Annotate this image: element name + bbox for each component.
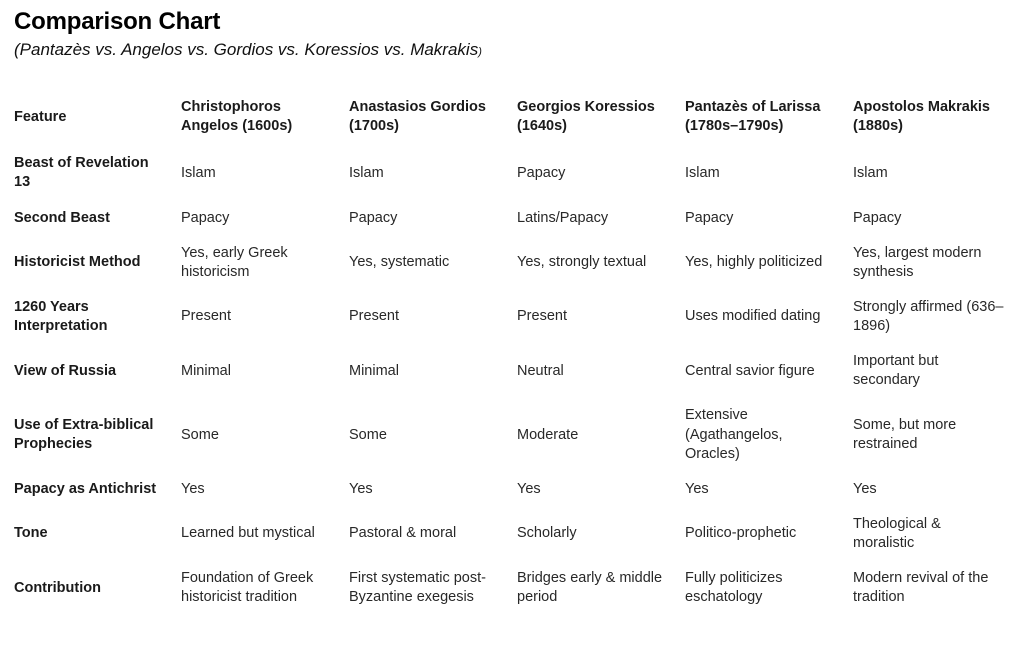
cell-value: Present xyxy=(181,308,231,325)
feature-label: Papacy as Antichrist xyxy=(14,480,157,497)
feature-label: Beast of Revelation 13 xyxy=(14,155,149,191)
cell-value: Some xyxy=(349,426,387,443)
cell-value: Moderate xyxy=(517,426,579,443)
table-row: Papacy as Antichrist Yes Yes Yes Yes Yes xyxy=(14,472,1021,507)
feature-label: Contribution xyxy=(14,579,101,596)
cell-value: Bridges early & middle period xyxy=(517,570,663,606)
cell-value: Present xyxy=(349,308,399,325)
cell-value: Yes, largest modern synthesis xyxy=(853,244,982,280)
subtitle-text: (Pantazès vs. Angelos vs. Gordios vs. Ko… xyxy=(14,39,479,59)
column-header-3: Pantazès of Larissa (1780s–1790s) xyxy=(685,99,821,135)
feature-label: Use of Extra-biblical Prophecies xyxy=(14,416,154,453)
cell-value: Yes, highly politicized xyxy=(685,254,823,271)
cell-value: Fully politicizes eschatology xyxy=(685,570,783,606)
cell-value: Papacy xyxy=(181,209,230,226)
table-row: Contribution Foundation of Greek historic… xyxy=(14,561,1021,615)
cell-value: Pastoral & moral xyxy=(349,525,457,542)
cell-value: Papacy xyxy=(853,209,902,226)
cell-value: Yes xyxy=(181,480,205,497)
page-subtitle: (Pantazès vs. Angelos vs. Gordios vs. Ko… xyxy=(14,39,1019,60)
cell-value: Yes xyxy=(349,480,373,497)
cell-value: Minimal xyxy=(349,362,399,379)
cell-value: Learned but mystical xyxy=(181,525,315,542)
cell-value: Modern revival of the tradition xyxy=(853,570,989,606)
column-header-4: Apostolos Makrakis (1880s) xyxy=(853,99,990,135)
feature-label: Historicist Method xyxy=(14,254,141,271)
column-header-1: Anastasios Gordios (1700s) xyxy=(349,99,486,135)
table-row: Use of Extra-biblical Prophecies Some Some… xyxy=(14,398,1021,471)
page-title: Comparison Chart xyxy=(14,8,221,35)
column-header-2: Georgios Koressios (1640s) xyxy=(517,99,655,135)
cell-value: Minimal xyxy=(181,362,231,379)
cell-value: Scholarly xyxy=(517,525,577,542)
feature-label: View of Russia xyxy=(14,362,117,379)
cell-value: First systematic post-Byzantine exegesis xyxy=(349,570,486,606)
cell-value: Politico-prophetic xyxy=(685,525,797,542)
cell-value: Islam xyxy=(349,164,384,181)
comparison-table: Feature Christophoros Angelos (1600s) Ana… xyxy=(14,88,1021,615)
table-row: Second Beast Papacy Papacy Latins/Papacy Pap… xyxy=(14,201,1021,236)
cell-value: Central savior figure xyxy=(685,362,815,379)
cell-value: Neutral xyxy=(517,362,564,379)
cell-value: Uses modified dating xyxy=(685,308,821,325)
table-row: View of Russia Minimal Minimal Neutral Centr… xyxy=(14,344,1021,398)
cell-value: Islam xyxy=(685,164,720,181)
cell-value: Some, but more restrained xyxy=(853,416,957,453)
column-header-0: Christophoros Angelos (1600s) xyxy=(181,99,293,135)
cell-value: Present xyxy=(517,308,567,325)
cell-value: Yes, systematic xyxy=(349,254,450,271)
cell-value: Theological & moralistic xyxy=(853,515,941,552)
cell-value: Yes, strongly textual xyxy=(517,254,647,271)
cell-value: Islam xyxy=(853,164,888,181)
cell-value: Foundation of Greek historicist traditio… xyxy=(181,570,314,606)
cell-value: Papacy xyxy=(685,209,734,226)
subtitle-close-paren: ) xyxy=(478,45,482,58)
cell-value: Some xyxy=(181,426,219,443)
feature-label: Second Beast xyxy=(14,209,110,226)
cell-value: Extensive (Agathangelos, Oracles) xyxy=(685,407,783,462)
cell-value: Papacy xyxy=(349,209,398,226)
table-row: 1260 Years Interpretation Present Present P… xyxy=(14,290,1021,344)
feature-label: 1260 Years Interpretation xyxy=(14,298,108,335)
cell-value: Latins/Papacy xyxy=(517,209,609,226)
cell-value: Yes xyxy=(517,480,541,497)
feature-column-header: Feature xyxy=(14,108,67,125)
feature-label: Tone xyxy=(14,525,48,542)
cell-value: Papacy xyxy=(517,164,566,181)
cell-value: Important but secondary xyxy=(853,353,939,389)
cell-value: Yes xyxy=(853,480,877,497)
table-row: Historicist Method Yes, early Greek histo… xyxy=(14,236,1021,290)
cell-value: Yes xyxy=(685,480,709,497)
cell-value: Strongly affirmed (636–1896) xyxy=(853,298,1004,335)
table-header-row: Feature Christophoros Angelos (1600s) Ana… xyxy=(14,88,1021,146)
cell-value: Islam xyxy=(181,164,216,181)
table-row: Beast of Revelation 13 Islam Islam Papacy Is… xyxy=(14,146,1021,200)
cell-value: Yes, early Greek historicism xyxy=(181,244,288,280)
table-row: Tone Learned but mystical Pastoral & moral… xyxy=(14,507,1021,561)
